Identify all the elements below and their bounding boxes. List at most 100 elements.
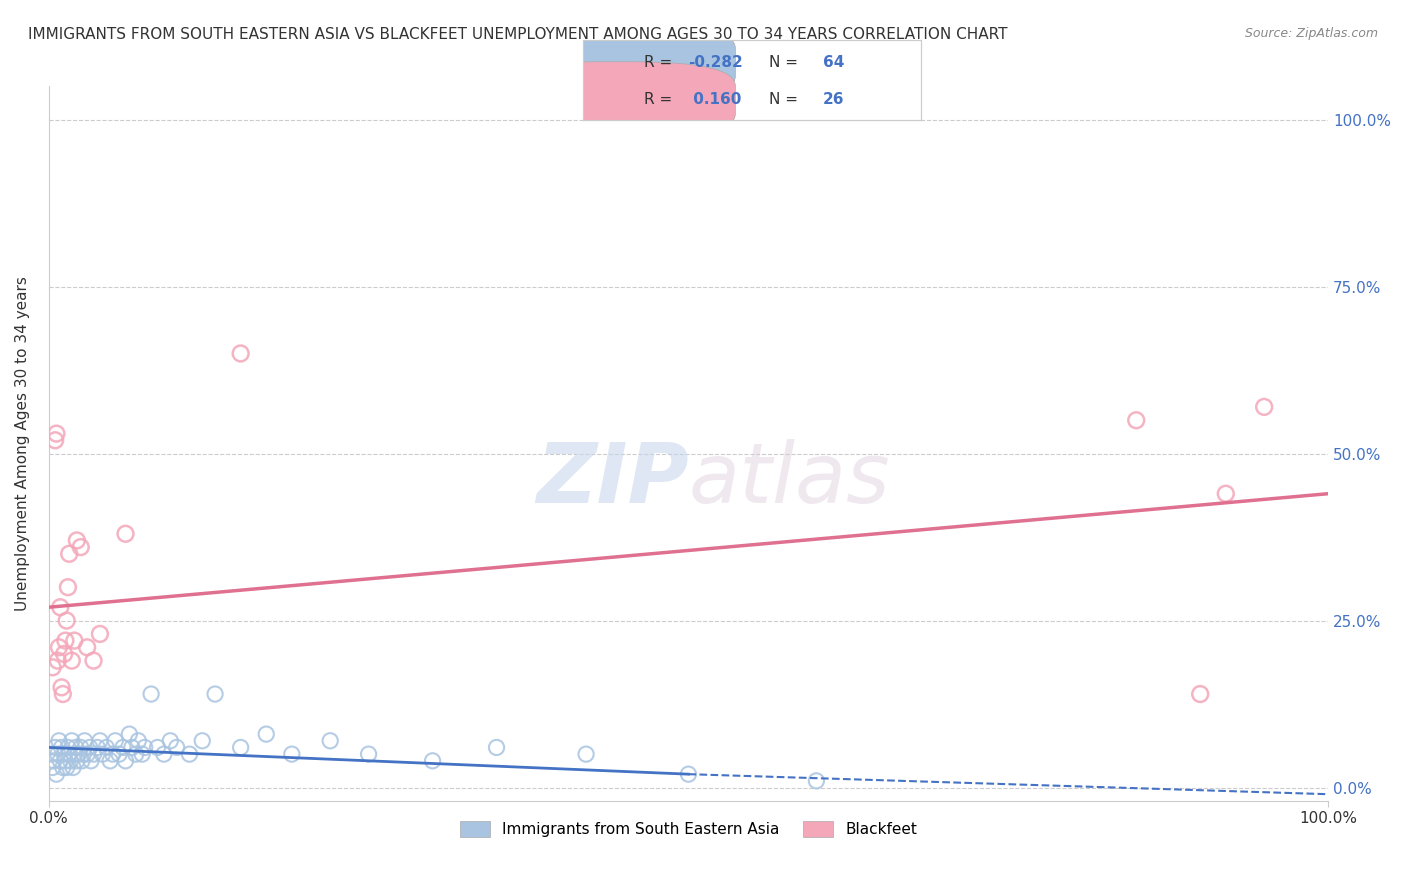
Point <box>111 740 134 755</box>
Point <box>125 747 148 761</box>
Point <box>66 533 89 548</box>
Text: N =: N = <box>769 92 803 107</box>
FancyBboxPatch shape <box>492 24 735 100</box>
Point <box>153 747 176 761</box>
Point <box>121 740 143 755</box>
Point <box>91 747 114 761</box>
Text: N =: N = <box>769 55 803 70</box>
Text: 0.160: 0.160 <box>688 92 741 107</box>
Point <box>45 767 67 781</box>
Point <box>83 654 105 668</box>
Point <box>139 687 162 701</box>
Point <box>76 747 98 761</box>
Point <box>281 747 304 761</box>
Point <box>229 346 252 360</box>
Point <box>55 754 77 768</box>
Text: ZIP: ZIP <box>536 439 689 520</box>
Point <box>58 547 80 561</box>
Point <box>46 747 69 761</box>
Text: 64: 64 <box>823 55 845 70</box>
Y-axis label: Unemployment Among Ages 30 to 34 years: Unemployment Among Ages 30 to 34 years <box>15 277 30 611</box>
Point <box>319 733 342 747</box>
Legend: Immigrants from South Eastern Asia, Blackfeet: Immigrants from South Eastern Asia, Blac… <box>454 815 924 843</box>
FancyBboxPatch shape <box>492 62 735 138</box>
Point <box>89 733 111 747</box>
Point <box>63 633 86 648</box>
Point <box>96 740 118 755</box>
Point <box>48 640 70 655</box>
Point <box>101 747 124 761</box>
Point <box>56 740 79 755</box>
Point <box>80 754 103 768</box>
Point <box>76 640 98 655</box>
Point <box>114 754 136 768</box>
Text: IMMIGRANTS FROM SOUTH EASTERN ASIA VS BLACKFEET UNEMPLOYMENT AMONG AGES 30 TO 34: IMMIGRANTS FROM SOUTH EASTERN ASIA VS BL… <box>28 27 1008 42</box>
Point <box>70 754 93 768</box>
Point <box>60 654 83 668</box>
Point <box>51 681 73 695</box>
Point <box>44 434 66 448</box>
Point <box>48 733 70 747</box>
Point <box>114 526 136 541</box>
Point <box>49 600 72 615</box>
Point <box>678 767 700 781</box>
Point <box>69 740 91 755</box>
Point <box>53 747 76 761</box>
Point <box>1125 413 1147 427</box>
Point <box>1189 687 1212 701</box>
Point <box>204 687 226 701</box>
Point <box>575 747 598 761</box>
Text: 26: 26 <box>823 92 845 107</box>
Point <box>66 754 89 768</box>
Point <box>44 740 66 755</box>
Point <box>159 733 181 747</box>
Point <box>98 754 121 768</box>
Point <box>166 740 188 755</box>
Point <box>51 740 73 755</box>
Point <box>52 687 75 701</box>
Point <box>45 426 67 441</box>
Point <box>146 740 169 755</box>
Point <box>485 740 508 755</box>
Point <box>131 747 153 761</box>
Point <box>127 733 149 747</box>
Point <box>39 747 62 761</box>
Point <box>55 614 77 628</box>
Point <box>89 627 111 641</box>
Point <box>69 540 91 554</box>
Point <box>104 733 127 747</box>
Point <box>73 733 96 747</box>
Point <box>41 760 63 774</box>
Point <box>422 754 444 768</box>
Point <box>191 733 214 747</box>
Point <box>41 660 63 674</box>
Point <box>53 647 76 661</box>
Text: atlas: atlas <box>689 439 890 520</box>
Point <box>63 747 86 761</box>
Point <box>179 747 201 761</box>
Point <box>83 747 105 761</box>
Point <box>59 754 82 768</box>
Point <box>67 747 90 761</box>
Point <box>49 754 72 768</box>
Point <box>1253 400 1275 414</box>
Text: -0.282: -0.282 <box>688 55 742 70</box>
Point <box>42 754 65 768</box>
Point <box>62 760 84 774</box>
Text: Source: ZipAtlas.com: Source: ZipAtlas.com <box>1244 27 1378 40</box>
Point <box>229 740 252 755</box>
Text: R =: R = <box>644 92 678 107</box>
Point <box>52 760 75 774</box>
Point <box>58 747 80 761</box>
Point <box>72 747 94 761</box>
Point <box>254 727 277 741</box>
Point <box>357 747 380 761</box>
Point <box>134 740 156 755</box>
Point <box>806 773 828 788</box>
Text: R =: R = <box>644 55 678 70</box>
Point <box>1215 486 1237 500</box>
Point <box>46 654 69 668</box>
Point <box>79 740 101 755</box>
Point <box>55 760 77 774</box>
Point <box>86 740 108 755</box>
